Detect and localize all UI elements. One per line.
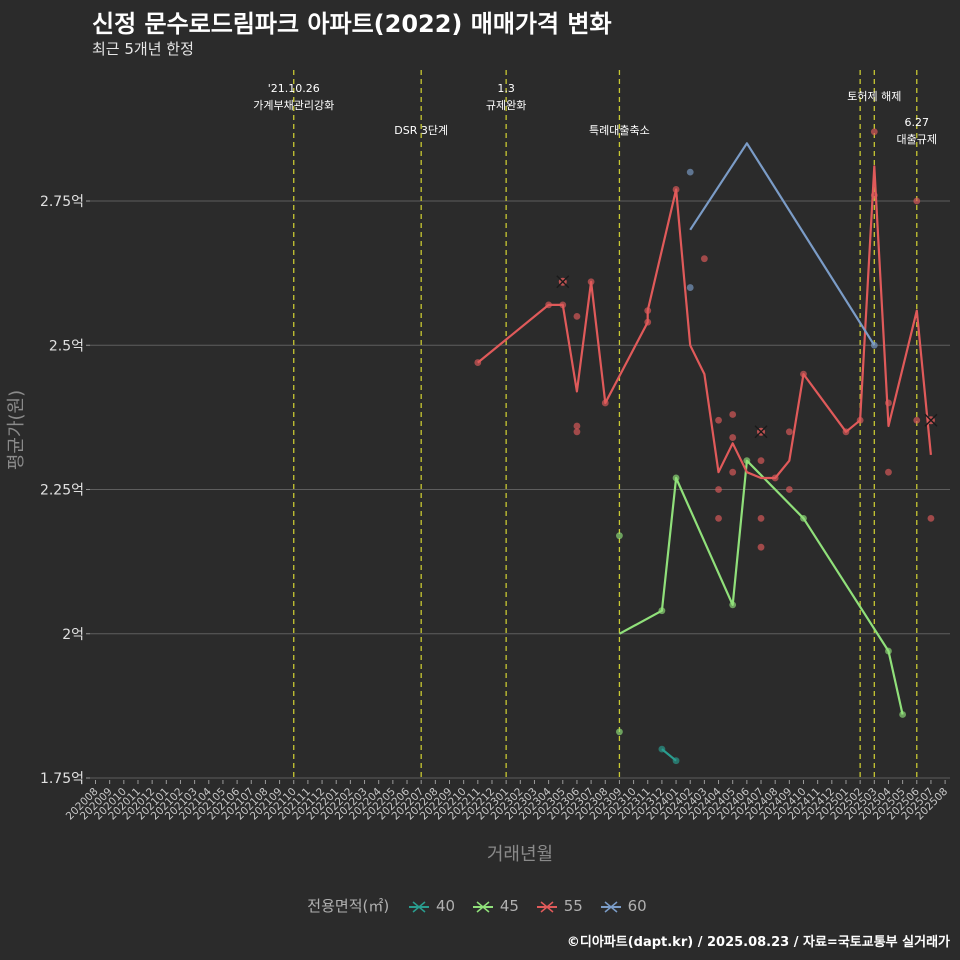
event-label: 특례대출축소 xyxy=(589,124,650,137)
data-point-55 xyxy=(771,474,779,482)
legend-label-40: 40 xyxy=(435,897,456,915)
legend-item-60: 60 xyxy=(600,897,647,915)
data-point-55 xyxy=(715,514,722,522)
data-point-55 xyxy=(573,428,581,436)
data-point-55 xyxy=(913,416,921,424)
legend-title: 전용면적(㎡) xyxy=(307,897,390,915)
data-point-55 xyxy=(856,416,864,424)
event-label: 대출규제 xyxy=(897,133,937,146)
y-tick-label: 1.75억 xyxy=(40,771,84,787)
data-point-55 xyxy=(785,428,793,436)
data-point-55 xyxy=(587,278,595,286)
legend-item-45: 45 xyxy=(472,897,519,915)
data-point-45 xyxy=(658,607,666,615)
data-point-55 xyxy=(913,197,921,205)
data-point-55 xyxy=(715,486,722,493)
data-point-55 xyxy=(729,468,737,476)
data-point-55 xyxy=(729,411,737,418)
data-point-45 xyxy=(885,647,892,655)
y-tick-label: 2.75억 xyxy=(40,194,84,210)
data-point-55 xyxy=(927,514,935,522)
event-label: DSR 3단계 xyxy=(394,124,448,137)
data-point-60 xyxy=(686,168,694,176)
data-point-55 xyxy=(757,457,765,465)
data-point-55 xyxy=(800,370,807,378)
cross-marker-55 xyxy=(754,425,768,439)
y-axis-title: 평균가(원) xyxy=(6,390,27,470)
data-point-55 xyxy=(573,313,581,320)
data-point-55 xyxy=(870,128,878,136)
event-label: 6.27 xyxy=(905,116,930,129)
data-point-55 xyxy=(757,543,765,551)
data-point-55 xyxy=(672,186,680,193)
data-point-55 xyxy=(601,399,609,407)
data-point-55 xyxy=(644,318,652,326)
data-point-55 xyxy=(870,191,878,199)
data-point-60 xyxy=(870,341,878,349)
data-point-55 xyxy=(757,514,765,522)
x-axis-title: 거래년월 xyxy=(487,844,553,865)
cross-marker-55 xyxy=(924,413,938,427)
y-tick-label: 2.25억 xyxy=(40,483,84,499)
source-caption: ©디아파트(dapt.kr) / 2025.08.23 / 자료=국토교통부 실… xyxy=(566,935,950,950)
data-point-45 xyxy=(800,514,807,522)
data-point-55 xyxy=(842,428,850,436)
y-tick-label: 2.5억 xyxy=(49,338,84,354)
data-point-55 xyxy=(700,255,708,263)
legend-label-55: 55 xyxy=(563,897,583,915)
event-label: 가계부채관리강화 xyxy=(253,99,334,112)
data-point-55 xyxy=(885,399,892,407)
data-point-55 xyxy=(474,359,482,366)
legend-label-60: 60 xyxy=(627,897,647,915)
legend-item-55: 55 xyxy=(536,897,583,915)
event-label: 1.3 xyxy=(497,82,515,95)
data-point-40 xyxy=(658,745,666,753)
series-line-55 xyxy=(477,165,932,480)
cross-marker-55 xyxy=(556,275,570,289)
data-point-45 xyxy=(616,728,623,736)
event-label: 토허제 해제 xyxy=(847,89,901,103)
data-point-45 xyxy=(672,474,680,482)
data-point-45 xyxy=(743,457,751,465)
series-line-45 xyxy=(618,459,904,715)
series-line-60 xyxy=(689,142,876,346)
event-label: 규제완화 xyxy=(486,99,526,112)
legend: 전용면적(㎡) 40 45 55 60 xyxy=(0,895,960,916)
data-point-45 xyxy=(729,601,737,609)
data-point-55 xyxy=(545,301,553,309)
data-point-55 xyxy=(559,301,567,309)
data-point-55 xyxy=(785,486,793,493)
event-label: '21.10.26 xyxy=(268,82,320,95)
data-point-45 xyxy=(899,711,907,718)
data-point-55 xyxy=(715,416,722,424)
data-point-55 xyxy=(729,434,737,441)
data-point-55 xyxy=(885,468,892,476)
data-point-55 xyxy=(573,422,581,430)
data-point-60 xyxy=(686,284,694,291)
y-tick-label: 2억 xyxy=(62,627,84,643)
chart-title: 신정 문수로드림파크 아파트(2022) 매매가격 변화 xyxy=(92,10,612,38)
legend-label-45: 45 xyxy=(499,897,519,915)
legend-item-40: 40 xyxy=(408,897,455,915)
data-point-45 xyxy=(616,532,623,540)
data-point-55 xyxy=(644,307,652,315)
chart-subtitle: 최근 5개년 한정 xyxy=(92,40,194,58)
data-point-40 xyxy=(672,757,680,765)
